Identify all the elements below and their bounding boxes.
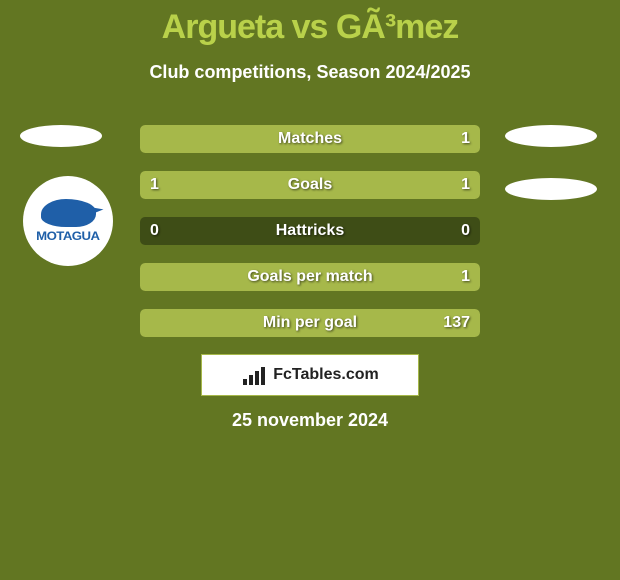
stat-value-left: 1 (150, 171, 159, 199)
subtitle: Club competitions, Season 2024/2025 (0, 62, 620, 83)
stat-label: Matches (140, 125, 480, 153)
fctables-bars-icon (241, 365, 269, 385)
stat-value-right: 137 (443, 309, 470, 337)
stat-value-right: 1 (461, 125, 470, 153)
player-ellipse (505, 125, 597, 147)
club-badge-bird-icon (41, 199, 96, 227)
footer-date: 25 november 2024 (0, 410, 620, 431)
player-ellipse (20, 125, 102, 147)
stat-label: Goals per match (140, 263, 480, 291)
footer-brand-label: FcTables.com (273, 366, 379, 384)
club-badge-text: MOTAGUA (36, 229, 99, 243)
title-text: Argueta vs GÃ³mez (162, 8, 459, 46)
stat-row: Min per goal137 (140, 309, 480, 337)
player-ellipse (505, 178, 597, 200)
stat-row: Hattricks0 0 (140, 217, 480, 245)
footer-date-text: 25 november 2024 (232, 410, 388, 430)
stat-value-right: 0 (461, 217, 470, 245)
stat-label: Min per goal (140, 309, 480, 337)
stat-row: Goals per match1 (140, 263, 480, 291)
stat-value-right: 1 (461, 171, 470, 199)
stat-row: Goals1 1 (140, 171, 480, 199)
club-badge: MOTAGUA (23, 176, 113, 266)
stats-container: Matches1Goals11Hattricks00Goals per matc… (140, 125, 480, 355)
stat-value-left: 0 (150, 217, 159, 245)
stat-row: Matches1 (140, 125, 480, 153)
stat-label: Hattricks (140, 217, 480, 245)
stat-label: Goals (140, 171, 480, 199)
subtitle-text: Club competitions, Season 2024/2025 (149, 62, 470, 82)
footer-brand-box[interactable]: FcTables.com (201, 354, 419, 396)
page-title: Argueta vs GÃ³mez (0, 8, 620, 47)
stat-value-right: 1 (461, 263, 470, 291)
